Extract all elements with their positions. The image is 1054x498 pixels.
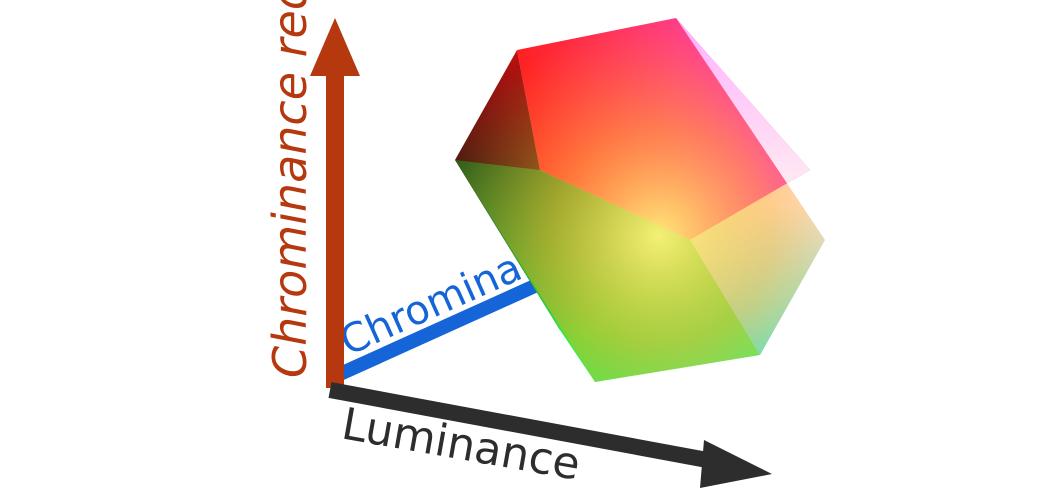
vertical-axis-label: Chrominance red [263, 0, 317, 378]
rgb-color-cube [455, 18, 825, 382]
horizontal-axis-line [328, 382, 720, 470]
arrowhead-up-icon [310, 18, 360, 76]
horizontal-axis: Luminance [328, 382, 772, 491]
depth-axis-line [337, 273, 551, 381]
vertical-axis-shaft [326, 62, 344, 388]
cube-outline [455, 18, 825, 382]
vertical-axis: Chrominance red [263, 0, 360, 388]
arrowhead-right-icon [700, 440, 772, 488]
